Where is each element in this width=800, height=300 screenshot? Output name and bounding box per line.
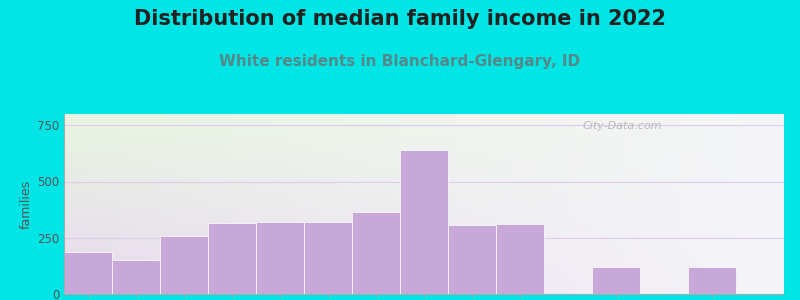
- Bar: [208, 223, 256, 294]
- Bar: [688, 267, 736, 294]
- Y-axis label: families: families: [20, 179, 33, 229]
- Bar: [160, 236, 208, 294]
- Bar: [112, 260, 160, 294]
- Bar: [448, 225, 496, 294]
- Text: White residents in Blanchard-Glengary, ID: White residents in Blanchard-Glengary, I…: [219, 54, 581, 69]
- Bar: [352, 212, 400, 294]
- Text: Distribution of median family income in 2022: Distribution of median family income in …: [134, 9, 666, 29]
- Bar: [256, 222, 304, 294]
- Bar: [592, 267, 640, 294]
- Text: City-Data.com: City-Data.com: [582, 121, 662, 131]
- Bar: [64, 252, 112, 294]
- Bar: [496, 224, 544, 294]
- Bar: [304, 222, 352, 294]
- Bar: [400, 150, 448, 294]
